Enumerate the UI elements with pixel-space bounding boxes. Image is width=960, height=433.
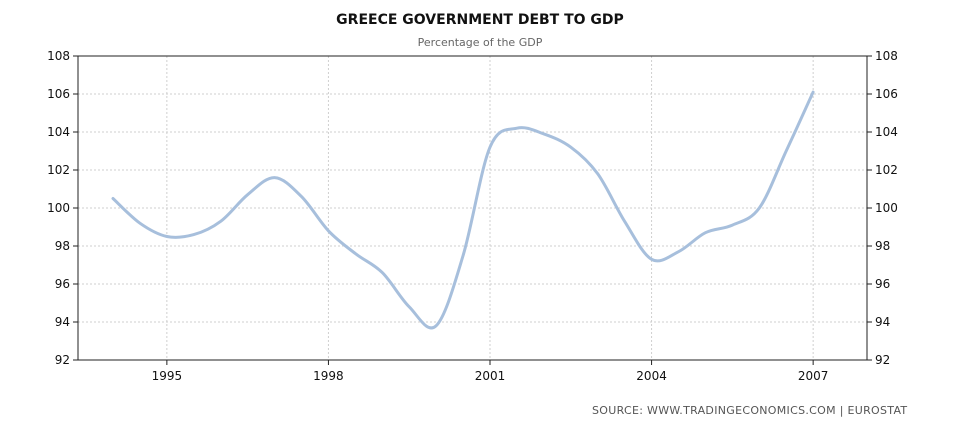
y-tick-label-left: 104 (47, 125, 70, 139)
y-tick-label-left: 98 (55, 239, 70, 253)
y-tick-label-right: 104 (875, 125, 898, 139)
x-tick-label: 2001 (475, 369, 506, 383)
y-tick-label-right: 106 (875, 87, 898, 101)
y-tick-label-left: 102 (47, 163, 70, 177)
y-tick-label-left: 108 (47, 49, 70, 63)
y-tick-label-right: 102 (875, 163, 898, 177)
series-layer (111, 90, 815, 330)
y-tick-label-left: 100 (47, 201, 70, 215)
chart-subtitle: Percentage of the GDP (417, 36, 543, 49)
y-tick-label-right: 108 (875, 49, 898, 63)
chart-title: GREECE GOVERNMENT DEBT TO GDP (336, 12, 624, 28)
plot-area-border (77, 55, 868, 361)
axes: 92 92 94 94 96 96 98 98 100 100 102 102 104 104 106 106… (47, 49, 898, 383)
x-tick-label: 1998 (313, 369, 344, 383)
y-tick-label-right: 100 (875, 201, 898, 215)
y-tick-label-left: 96 (55, 277, 70, 291)
x-tick-label: 1995 (152, 369, 183, 383)
y-tick-label-right: 98 (875, 239, 890, 253)
x-tick-label: 2007 (798, 369, 829, 383)
y-tick-label-left: 92 (55, 353, 70, 367)
y-tick-label-right: 94 (875, 315, 890, 329)
x-tick-label: 2004 (636, 369, 667, 383)
y-tick-label-left: 106 (47, 87, 70, 101)
source-credit: SOURCE: WWW.TRADINGECONOMICS.COM | EUROS… (592, 404, 908, 417)
y-tick-label-right: 92 (875, 353, 890, 367)
series-line (111, 90, 815, 330)
grid-lines (78, 55, 867, 361)
y-tick-label-right: 96 (875, 277, 890, 291)
y-tick-label-left: 94 (55, 315, 70, 329)
